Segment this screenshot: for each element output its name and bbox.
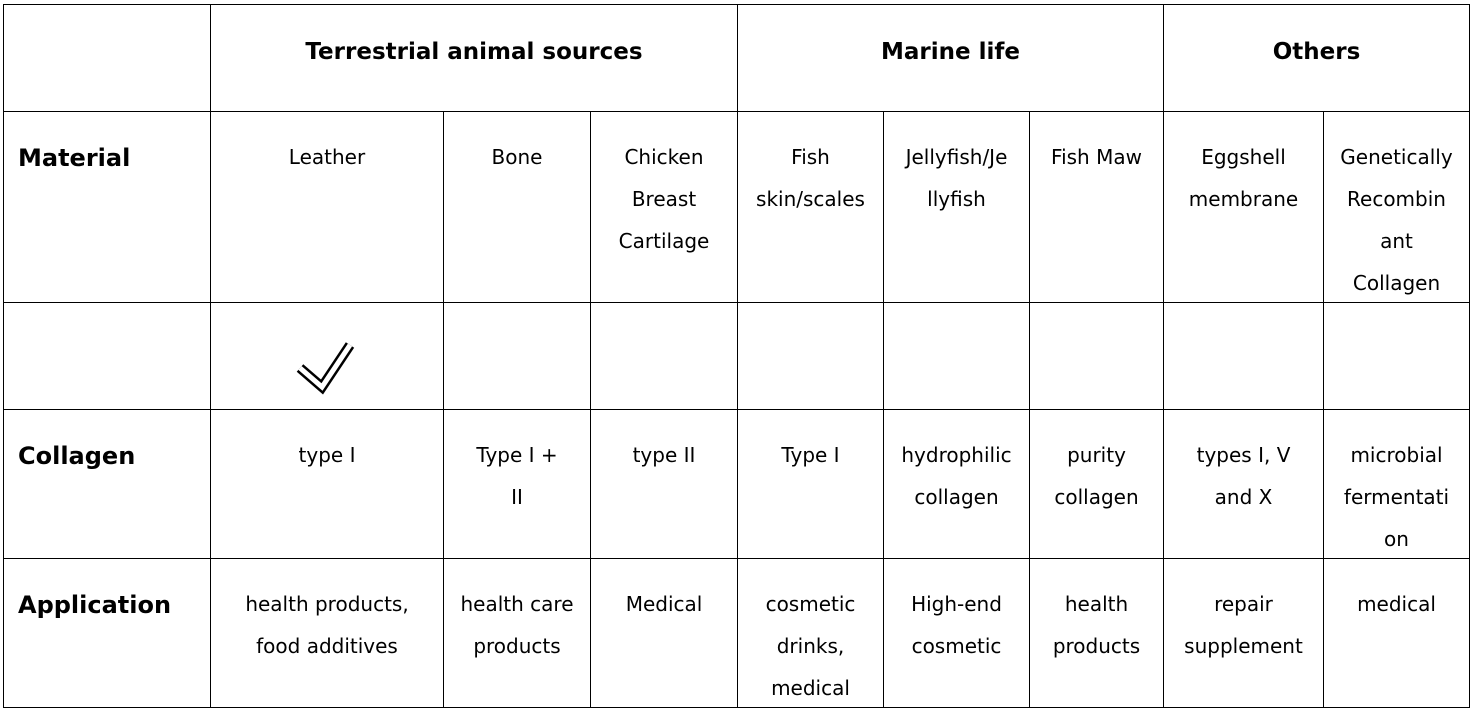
- empty-cell: [3, 302, 211, 410]
- table-cell: Chicken Breast Cartilage: [590, 111, 738, 303]
- cell-text: Type I: [781, 443, 840, 467]
- group-header: Terrestrial animal sources: [305, 39, 643, 65]
- table-cell: health products: [1029, 558, 1164, 708]
- table-cell: purity collagen: [1029, 409, 1164, 559]
- cell-text: health care: [460, 592, 574, 616]
- empty-cell: [737, 302, 884, 410]
- cell-text: Bone: [491, 145, 543, 169]
- cell-text: Fish Maw: [1051, 145, 1142, 169]
- group-header: Marine life: [881, 39, 1020, 65]
- group-header-cell: Terrestrial animal sources: [210, 4, 738, 112]
- row-label: Application: [18, 591, 172, 619]
- cell-text: Medical: [625, 592, 703, 616]
- row-label-cell: Application: [3, 558, 211, 708]
- table-cell: types I, V and X: [1163, 409, 1324, 559]
- table-cell: Fish Maw: [1029, 111, 1164, 303]
- cell-text: microbial: [1350, 443, 1443, 467]
- cell-text: and X: [1214, 485, 1273, 509]
- cell-text: food additives: [256, 634, 398, 658]
- table-cell: repair supplement: [1163, 558, 1324, 708]
- row-label: Collagen: [18, 442, 136, 470]
- table-cell: type I: [210, 409, 444, 559]
- cell-text: fermentati: [1343, 485, 1450, 509]
- cell-text: medical: [771, 676, 850, 700]
- cell-text: purity: [1067, 443, 1126, 467]
- cell-text: types I, V: [1196, 443, 1291, 467]
- empty-cell: [883, 302, 1030, 410]
- cell-text: Cartilage: [618, 229, 710, 253]
- empty-cell: [590, 302, 738, 410]
- row-label: Material: [18, 144, 131, 172]
- corner-cell: [3, 4, 211, 112]
- empty-cell: [1029, 302, 1164, 410]
- cell-text: Eggshell: [1201, 145, 1286, 169]
- cell-text: llyfish: [927, 187, 986, 211]
- table-cell: type II: [590, 409, 738, 559]
- cell-text: type II: [632, 443, 696, 467]
- table-cell: Genetically Recombin ant Collagen: [1323, 111, 1470, 303]
- cell-text: health: [1064, 592, 1129, 616]
- cell-text: Breast: [631, 187, 697, 211]
- table-cell: High-end cosmetic: [883, 558, 1030, 708]
- group-header: Others: [1272, 39, 1361, 65]
- table-cell: Type I: [737, 409, 884, 559]
- cell-text: Leather: [288, 145, 366, 169]
- table-cell: Eggshell membrane: [1163, 111, 1324, 303]
- cell-text: supplement: [1184, 634, 1303, 658]
- cell-text: hydrophilic: [901, 443, 1012, 467]
- table-cell: health products, food additives: [210, 558, 444, 708]
- cell-text: Chicken: [624, 145, 704, 169]
- cell-text: cosmetic: [911, 634, 1002, 658]
- table-cell: Type I + II: [443, 409, 591, 559]
- cell-text: Recombin: [1347, 187, 1446, 211]
- cell-text: cosmetic: [765, 592, 856, 616]
- table-cell: health care products: [443, 558, 591, 708]
- cell-text: skin/scales: [756, 187, 865, 211]
- table-cell: microbial fermentati on: [1323, 409, 1470, 559]
- group-header-cell: Others: [1163, 4, 1470, 112]
- cell-text: Genetically: [1340, 145, 1453, 169]
- cell-text: Collagen: [1352, 271, 1441, 295]
- empty-cell: [443, 302, 591, 410]
- table-cell: Jellyfish/Je llyfish: [883, 111, 1030, 303]
- cell-text: drinks,: [776, 634, 845, 658]
- table-cell: Fish skin/scales: [737, 111, 884, 303]
- table-cell: hydrophilic collagen: [883, 409, 1030, 559]
- cell-text: repair: [1214, 592, 1273, 616]
- cell-text: High-end: [911, 592, 1002, 616]
- empty-cell: [210, 302, 444, 410]
- table-cell: Medical: [590, 558, 738, 708]
- cell-text: II: [511, 485, 523, 509]
- row-label-cell: Material: [3, 111, 211, 303]
- row-label-cell: Collagen: [3, 409, 211, 559]
- cell-text: products: [1052, 634, 1141, 658]
- cell-text: collagen: [1054, 485, 1139, 509]
- empty-cell: [1163, 302, 1324, 410]
- cell-text: membrane: [1188, 187, 1299, 211]
- group-header-cell: Marine life: [737, 4, 1164, 112]
- cell-text: ant: [1380, 229, 1413, 253]
- table-cell: medical: [1323, 558, 1470, 708]
- checkmark-icon: [296, 342, 355, 395]
- cell-text: health products,: [245, 592, 409, 616]
- table-cell: Bone: [443, 111, 591, 303]
- cell-text: Jellyfish/Je: [905, 145, 1008, 169]
- cell-text: products: [473, 634, 561, 658]
- cell-text: type I: [298, 443, 356, 467]
- cell-text: medical: [1357, 592, 1436, 616]
- table-cell: cosmetic drinks, medical: [737, 558, 884, 708]
- cell-text: collagen: [914, 485, 999, 509]
- cell-text: Fish: [791, 145, 830, 169]
- empty-cell: [1323, 302, 1470, 410]
- cell-text: Type I +: [476, 443, 558, 467]
- cell-text: on: [1384, 527, 1409, 551]
- table-cell: Leather: [210, 111, 444, 303]
